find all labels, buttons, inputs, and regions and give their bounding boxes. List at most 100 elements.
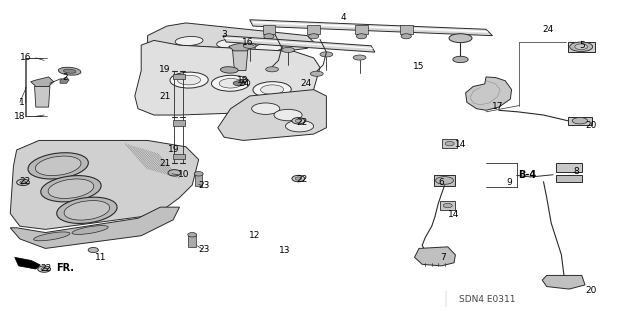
Polygon shape <box>232 50 248 70</box>
Text: 11: 11 <box>95 253 107 262</box>
Text: 15: 15 <box>413 62 425 71</box>
Ellipse shape <box>72 226 108 234</box>
Ellipse shape <box>252 103 280 115</box>
Text: 12: 12 <box>248 231 260 240</box>
Polygon shape <box>307 26 320 34</box>
Ellipse shape <box>266 67 278 72</box>
Text: 23: 23 <box>198 245 210 254</box>
Ellipse shape <box>572 118 588 124</box>
Text: 3: 3 <box>221 31 227 40</box>
Ellipse shape <box>285 121 314 132</box>
Text: 20: 20 <box>586 286 597 295</box>
Ellipse shape <box>194 172 203 176</box>
Polygon shape <box>173 74 184 79</box>
Polygon shape <box>415 247 456 266</box>
Ellipse shape <box>38 266 51 272</box>
Polygon shape <box>262 26 275 34</box>
Text: 23: 23 <box>198 181 210 190</box>
Polygon shape <box>440 201 456 210</box>
Ellipse shape <box>175 36 203 46</box>
Polygon shape <box>223 36 375 52</box>
Ellipse shape <box>220 67 238 73</box>
Text: 4: 4 <box>341 13 346 22</box>
Ellipse shape <box>274 109 302 121</box>
Text: B-4: B-4 <box>518 170 536 180</box>
Polygon shape <box>542 275 585 289</box>
Polygon shape <box>400 26 413 34</box>
Ellipse shape <box>436 177 454 184</box>
Polygon shape <box>188 235 196 248</box>
Ellipse shape <box>58 67 81 75</box>
Text: 18: 18 <box>237 76 248 85</box>
Text: SDN4 E0311: SDN4 E0311 <box>460 295 516 304</box>
Ellipse shape <box>28 153 88 179</box>
Polygon shape <box>568 117 592 124</box>
Ellipse shape <box>292 118 305 124</box>
Ellipse shape <box>453 56 468 63</box>
Ellipse shape <box>168 170 180 176</box>
Ellipse shape <box>41 175 101 202</box>
Ellipse shape <box>401 34 412 39</box>
Text: 22: 22 <box>296 175 308 184</box>
Ellipse shape <box>264 34 274 39</box>
Text: 24: 24 <box>542 26 554 34</box>
Ellipse shape <box>282 48 294 52</box>
Ellipse shape <box>295 177 301 180</box>
Ellipse shape <box>34 232 70 241</box>
Polygon shape <box>173 121 184 125</box>
Text: 22: 22 <box>40 263 52 273</box>
Polygon shape <box>442 139 458 148</box>
Ellipse shape <box>20 181 26 184</box>
Polygon shape <box>556 175 582 182</box>
Polygon shape <box>434 175 456 186</box>
Polygon shape <box>568 42 595 51</box>
Ellipse shape <box>17 179 29 186</box>
Ellipse shape <box>219 78 242 88</box>
Text: 16: 16 <box>242 38 253 47</box>
Ellipse shape <box>253 82 291 98</box>
Ellipse shape <box>308 34 319 39</box>
Text: 22: 22 <box>20 177 31 186</box>
Ellipse shape <box>233 81 246 86</box>
Ellipse shape <box>292 175 305 182</box>
Text: 8: 8 <box>573 167 579 176</box>
Ellipse shape <box>570 42 593 51</box>
Ellipse shape <box>178 75 200 85</box>
Text: 7: 7 <box>440 253 446 262</box>
Ellipse shape <box>41 268 47 271</box>
Text: 24: 24 <box>238 79 250 88</box>
Ellipse shape <box>310 71 323 76</box>
Ellipse shape <box>211 75 250 91</box>
Polygon shape <box>60 77 69 83</box>
Polygon shape <box>10 207 179 249</box>
Text: 5: 5 <box>579 41 585 50</box>
Polygon shape <box>556 163 582 172</box>
Polygon shape <box>35 86 50 107</box>
Ellipse shape <box>57 197 117 223</box>
Text: 19: 19 <box>168 145 179 154</box>
Ellipse shape <box>188 233 196 237</box>
Ellipse shape <box>35 156 81 176</box>
Text: 13: 13 <box>279 246 291 255</box>
Ellipse shape <box>575 44 588 50</box>
Ellipse shape <box>64 201 109 220</box>
Polygon shape <box>218 90 326 140</box>
Text: 24: 24 <box>301 79 312 88</box>
Text: 18: 18 <box>13 112 25 121</box>
Text: 10: 10 <box>178 170 189 179</box>
Ellipse shape <box>88 248 99 253</box>
Polygon shape <box>466 77 511 110</box>
Ellipse shape <box>255 43 283 52</box>
Text: 9: 9 <box>506 178 512 187</box>
Polygon shape <box>355 26 368 34</box>
Ellipse shape <box>356 34 367 39</box>
Text: 16: 16 <box>20 53 31 62</box>
Polygon shape <box>135 41 320 115</box>
Text: 6: 6 <box>439 178 445 187</box>
Polygon shape <box>31 77 54 86</box>
Polygon shape <box>250 20 492 36</box>
Ellipse shape <box>217 39 244 48</box>
Text: 21: 21 <box>159 92 170 101</box>
Ellipse shape <box>449 34 472 43</box>
Ellipse shape <box>260 85 284 94</box>
